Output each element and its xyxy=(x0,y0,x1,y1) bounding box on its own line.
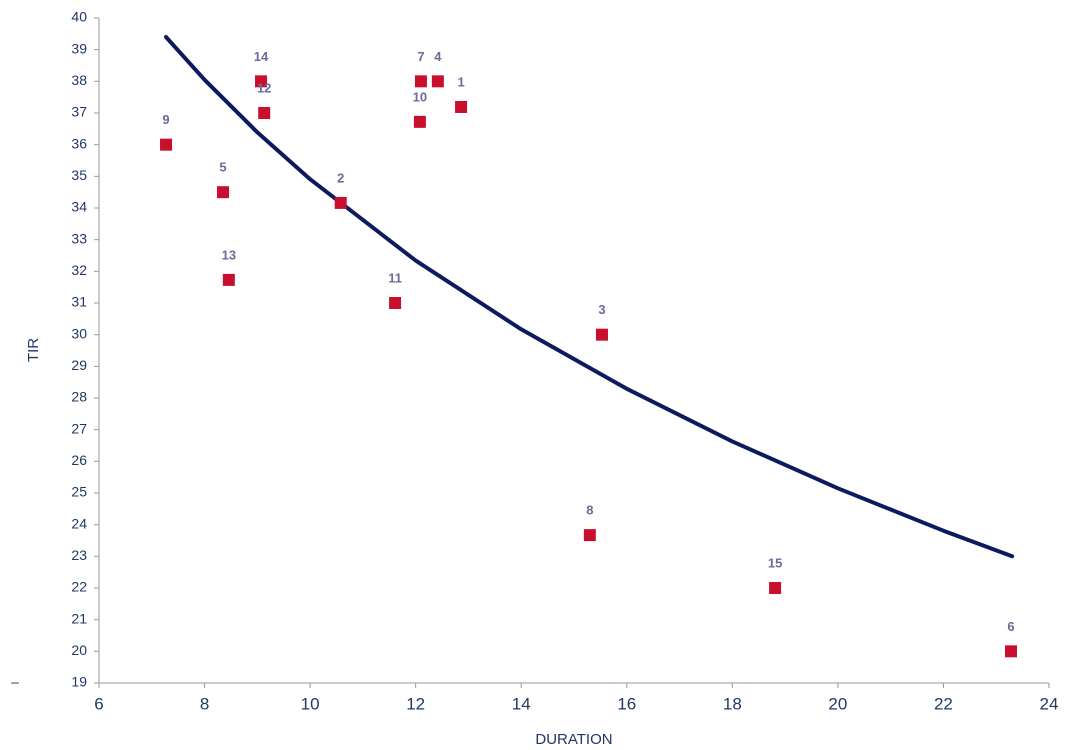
y-tick-label: 20 xyxy=(71,642,87,658)
point-label: 2 xyxy=(337,170,344,185)
point xyxy=(455,100,468,113)
point-label: 12 xyxy=(257,80,271,95)
y-tick-label: 25 xyxy=(71,484,87,500)
y-tick-label: 24 xyxy=(71,515,87,531)
point xyxy=(334,196,347,209)
x-tick-label: 20 xyxy=(828,694,847,713)
y-tick-label: 28 xyxy=(71,389,87,405)
point xyxy=(769,582,782,594)
y-tick-label: 31 xyxy=(71,294,87,310)
point-label: 5 xyxy=(219,160,226,175)
x-tick-label: 6 xyxy=(94,694,103,713)
y-tick-label: 23 xyxy=(71,547,87,563)
y-tick-label: 39 xyxy=(71,40,87,56)
point xyxy=(431,75,444,88)
point xyxy=(160,138,173,151)
point-label: 10 xyxy=(413,89,427,104)
point-label: 6 xyxy=(1007,619,1014,634)
point xyxy=(595,328,608,341)
x-tick-label: 18 xyxy=(723,694,742,713)
x-axis-label: DURATION xyxy=(535,731,612,748)
annotation: – xyxy=(11,674,19,690)
point xyxy=(258,107,271,119)
x-tick-label: 24 xyxy=(1040,694,1059,713)
point-label: 3 xyxy=(598,302,605,317)
point xyxy=(583,529,596,542)
point-label: 9 xyxy=(162,112,169,127)
y-tick-label: 29 xyxy=(71,357,87,373)
y-tick-label: 40 xyxy=(71,9,87,25)
y-tick-label: 37 xyxy=(71,104,87,120)
y-tick-label: 27 xyxy=(71,420,87,436)
trend-line xyxy=(164,35,1015,559)
x-tick-label: 12 xyxy=(406,694,425,713)
y-tick-label: 35 xyxy=(71,167,87,183)
y-tick-label: 34 xyxy=(71,199,87,215)
x-tick-label: 22 xyxy=(934,694,953,713)
point-label: 4 xyxy=(434,49,442,64)
point-label: 1 xyxy=(457,74,464,89)
y-tick-label: 26 xyxy=(71,452,87,468)
point xyxy=(1005,645,1017,658)
y-tick-label: 30 xyxy=(71,325,87,341)
x-tick-label: 16 xyxy=(617,694,636,713)
point-label: 14 xyxy=(254,49,269,64)
x-tick-label: 14 xyxy=(512,694,531,713)
point xyxy=(222,273,235,286)
y-tick-label: 33 xyxy=(71,230,87,246)
point xyxy=(217,186,230,199)
point xyxy=(413,115,426,128)
y-tick-label: 32 xyxy=(71,262,87,278)
y-tick-label: 38 xyxy=(71,72,87,88)
x-tick-label: 8 xyxy=(200,694,209,713)
point-label: 15 xyxy=(768,555,782,570)
point-label: 7 xyxy=(417,49,424,64)
y-tick-label: 36 xyxy=(71,135,87,151)
point-label: 11 xyxy=(388,270,402,285)
y-axis-label: TIR xyxy=(25,338,42,362)
point xyxy=(255,75,268,88)
y-tick-label: 22 xyxy=(71,579,87,595)
y-tick-label: 19 xyxy=(71,674,87,690)
point xyxy=(414,75,427,88)
y-tick-label: 21 xyxy=(71,610,87,626)
point-label: 8 xyxy=(586,503,593,518)
point xyxy=(389,297,402,309)
point-label: 13 xyxy=(222,247,236,262)
x-tick-label: 10 xyxy=(301,694,320,713)
